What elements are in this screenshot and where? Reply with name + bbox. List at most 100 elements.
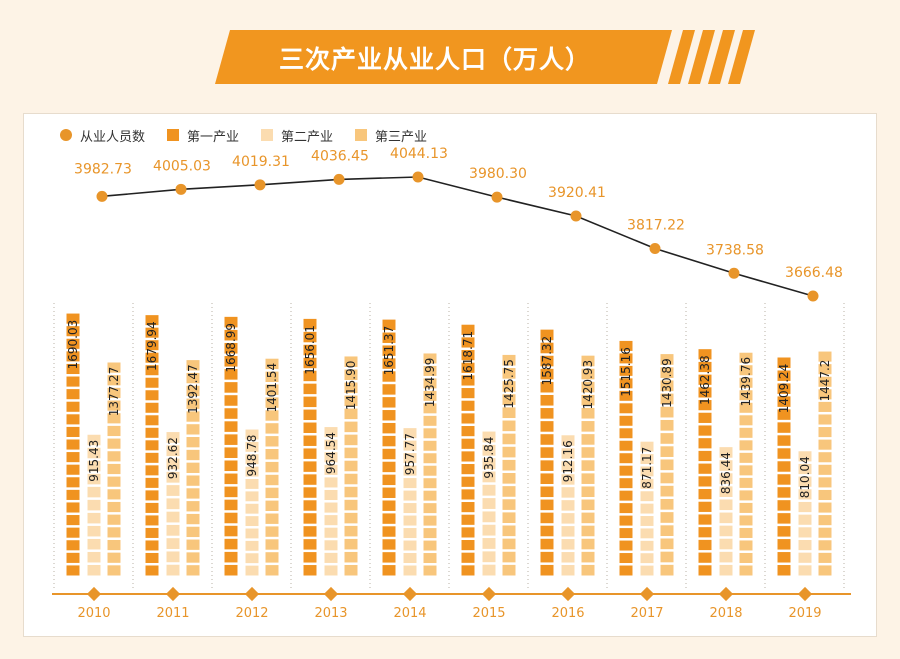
primary-bar-block [619, 340, 633, 351]
tertiary-bar-block [581, 434, 595, 445]
secondary-bar-block [87, 473, 101, 485]
primary-value-label: 1618.71 [461, 331, 475, 381]
primary-value-label: 1515.16 [619, 347, 633, 397]
tertiary-bar-block [818, 502, 832, 513]
tertiary-bar-block [186, 462, 200, 473]
primary-bar-block [303, 448, 317, 459]
tertiary-bar-block [107, 400, 121, 411]
total-series-point [333, 173, 345, 185]
total-series-point [807, 290, 819, 302]
tertiary-bar-block [739, 502, 753, 513]
x-tick-label: 2014 [393, 606, 426, 621]
tertiary-bar-block [502, 420, 516, 432]
total-value-label: 4044.13 [390, 146, 448, 162]
primary-bar-block [224, 408, 238, 419]
secondary-bar-block [324, 502, 338, 513]
secondary-bar-block [245, 429, 259, 440]
total-series-point [570, 210, 582, 222]
tertiary-bar-block [186, 501, 200, 512]
primary-bar-block [66, 477, 80, 488]
total-series-point [491, 191, 503, 203]
tertiary-bar-block [265, 358, 279, 370]
primary-bar-block [66, 552, 80, 563]
primary-bar-block [303, 357, 317, 369]
primary-bar-block [619, 440, 633, 451]
title-banner-shape [215, 30, 672, 84]
tertiary-bar-block [581, 538, 595, 550]
secondary-bar-block [482, 524, 496, 536]
tertiary-bar-block [265, 552, 279, 563]
tertiary-bar-block [660, 551, 674, 563]
chart-panel [23, 113, 877, 637]
primary-bar-block [145, 340, 159, 351]
primary-bar-block [540, 564, 554, 576]
secondary-value-label: 871.17 [640, 447, 654, 489]
primary-bar-block [224, 564, 238, 576]
banner-stripe [728, 30, 755, 84]
tertiary-bar-block [423, 428, 437, 439]
tertiary-bar-block [107, 375, 121, 386]
tertiary-bar-block [344, 395, 358, 407]
secondary-bar-block [403, 465, 417, 476]
tertiary-value-label: 1420.93 [581, 360, 595, 410]
tertiary-value-label: 1434.99 [423, 358, 437, 408]
primary-bar-block [382, 410, 396, 421]
tertiary-bar-block [581, 551, 595, 563]
tertiary-value-label: 1415.90 [344, 361, 358, 411]
total-value-label: 4005.03 [153, 158, 211, 174]
tertiary-bar-block [423, 478, 437, 489]
tertiary-value-label: 1377.27 [107, 367, 121, 417]
tertiary-bar-block [344, 473, 358, 485]
primary-bar-block [224, 395, 238, 406]
tertiary-bar-block [107, 413, 121, 424]
primary-bar-block [619, 478, 633, 489]
total-value-label: 3980.30 [469, 166, 527, 182]
primary-bar-block [461, 540, 475, 551]
tertiary-bar-block [107, 527, 121, 538]
secondary-bar-block [561, 526, 575, 537]
tertiary-bar-block [818, 540, 832, 551]
primary-bar-block [66, 452, 80, 463]
tertiary-bar-block [502, 512, 516, 524]
primary-bar-block [698, 463, 712, 474]
primary-bar-block [698, 527, 712, 538]
total-value-label: 3738.58 [706, 242, 764, 258]
tertiary-bar-block [739, 490, 753, 501]
secondary-bar-block [798, 514, 812, 525]
tertiary-bar-block [739, 515, 753, 526]
secondary-bar-block [561, 461, 575, 472]
secondary-bar-block [482, 564, 496, 576]
secondary-bar-block [245, 454, 259, 465]
secondary-value-label: 810.04 [798, 456, 812, 498]
primary-bar-block [540, 329, 554, 341]
secondary-bar-block [245, 503, 259, 514]
tertiary-bar-block [423, 540, 437, 551]
secondary-bar-block [87, 512, 101, 524]
tertiary-bar-block [344, 551, 358, 563]
secondary-bar-block [87, 538, 101, 550]
total-series-point [254, 179, 266, 191]
secondary-bar-block [324, 540, 338, 551]
secondary-bar-block [87, 551, 101, 563]
primary-bar-block [303, 344, 317, 356]
secondary-bar-block [640, 553, 654, 564]
tertiary-bar-block [818, 489, 832, 501]
tertiary-bar-block [107, 438, 121, 449]
tertiary-bar-block [344, 512, 358, 524]
primary-bar-block [303, 552, 317, 563]
primary-bar-block [461, 337, 475, 348]
primary-bar-block [303, 422, 317, 433]
primary-value-label: 1690.03 [66, 320, 80, 370]
tertiary-bar-block [107, 476, 121, 487]
primary-bar-block [303, 487, 317, 498]
primary-bar-block [540, 421, 554, 432]
secondary-bar-block [719, 538, 733, 550]
primary-bar-block [382, 435, 396, 447]
tertiary-bar-block [818, 565, 832, 576]
primary-bar-block [777, 383, 791, 394]
primary-bar-block [145, 477, 159, 488]
primary-bar-block [145, 415, 159, 426]
primary-bar-block [461, 426, 475, 437]
tertiary-bar-block [739, 565, 753, 576]
